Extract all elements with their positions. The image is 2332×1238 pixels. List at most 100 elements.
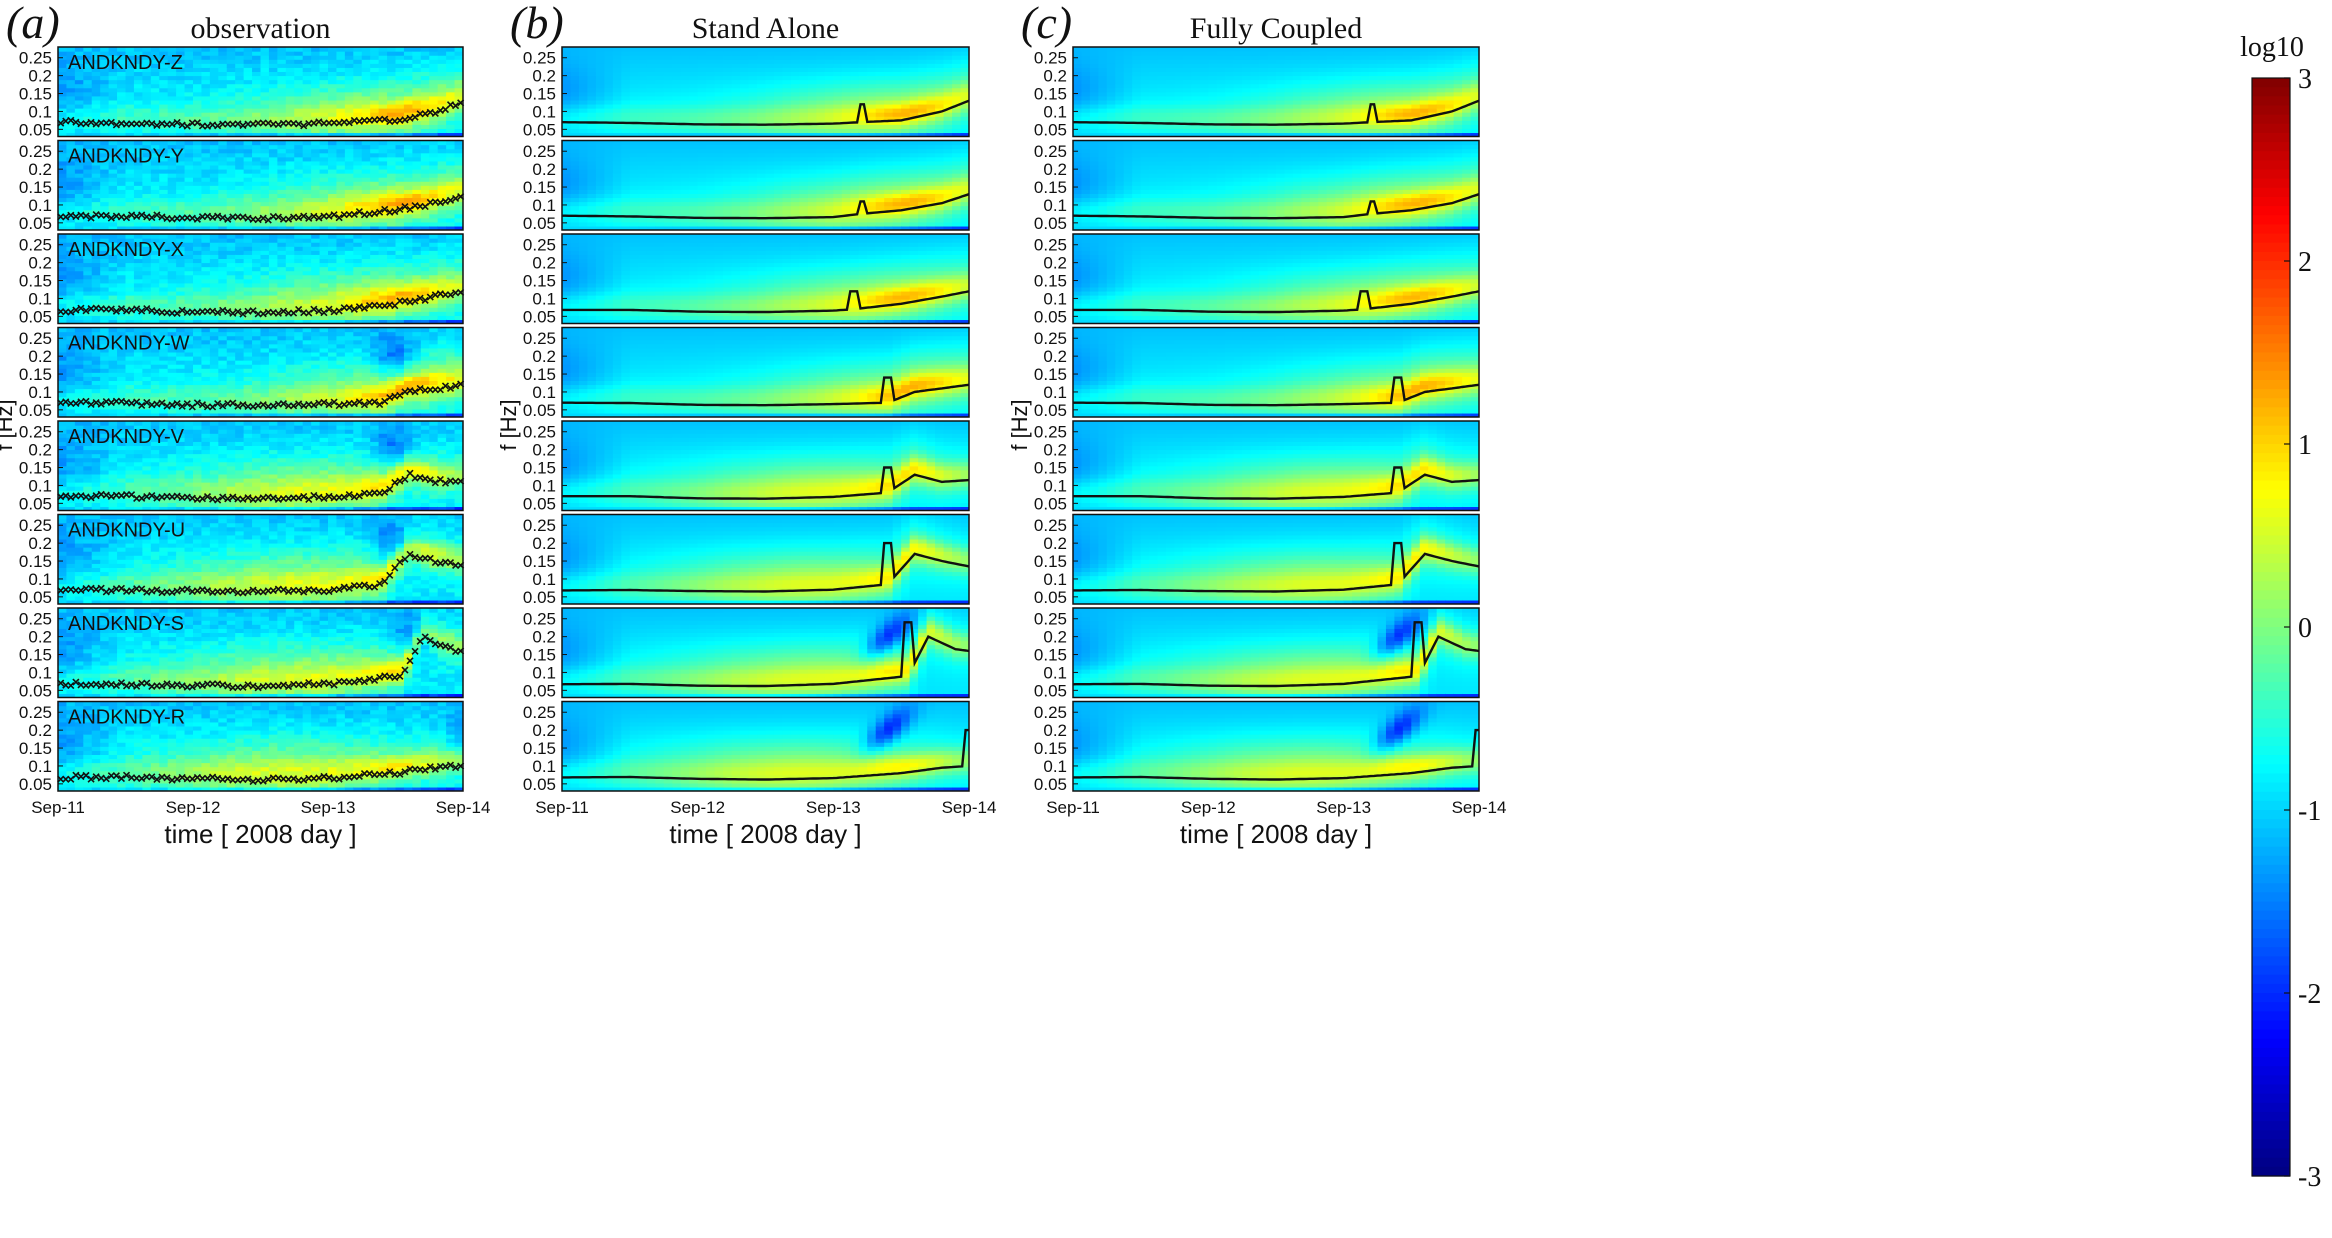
heatmap-cell <box>176 368 186 373</box>
heatmap-cell <box>353 396 363 402</box>
heatmap-cell <box>100 205 110 211</box>
heatmap-cell <box>243 164 253 170</box>
cross-marker <box>376 208 384 216</box>
heatmap-cell <box>361 164 371 170</box>
heatmap-cell <box>74 59 84 64</box>
heatmap-cell <box>361 254 371 260</box>
heatmap-cell <box>403 193 413 199</box>
heatmap-cell <box>108 486 118 491</box>
heatmap-cell <box>142 457 152 463</box>
heatmap-cell <box>446 55 456 60</box>
heatmap-cell <box>260 392 270 398</box>
heatmap-cell <box>108 482 118 487</box>
heatmap-cell <box>387 400 397 406</box>
heatmap-cell <box>395 372 405 377</box>
heatmap-cell <box>336 99 346 105</box>
heatmap-cell <box>328 355 338 361</box>
heatmap-cell <box>446 388 456 394</box>
heatmap-cell <box>395 168 405 174</box>
heatmap-cell <box>420 63 430 68</box>
heatmap-cell <box>209 299 219 304</box>
heatmap-cell <box>370 67 380 73</box>
heatmap-cell <box>361 299 371 304</box>
heatmap-cell <box>429 148 439 154</box>
heatmap-cell <box>193 469 203 475</box>
heatmap-cell <box>201 63 211 68</box>
heatmap-cell <box>150 234 160 239</box>
heatmap-cell <box>260 99 270 105</box>
heatmap-cell <box>167 79 177 85</box>
heatmap-cell <box>100 201 110 207</box>
heatmap-cell <box>429 205 439 211</box>
heatmap-cell <box>361 59 371 64</box>
heatmap-cell <box>446 315 456 321</box>
heatmap-cell <box>184 99 194 105</box>
heatmap-cell <box>344 55 354 60</box>
heatmap-cell <box>319 185 329 190</box>
heatmap-cell <box>336 396 346 402</box>
heatmap-cell <box>319 347 329 353</box>
heatmap-cell <box>209 112 219 117</box>
heatmap-cell <box>412 234 422 239</box>
heatmap-cell <box>285 234 295 239</box>
heatmap-cell <box>209 173 219 178</box>
heatmap-cell <box>277 173 287 178</box>
heatmap-cell <box>125 486 135 491</box>
heatmap-cell <box>100 59 110 64</box>
heatmap-cell <box>133 87 143 93</box>
heatmap-cell <box>268 51 278 56</box>
heatmap-cell <box>125 156 135 162</box>
heatmap-cell <box>285 112 295 117</box>
heatmap-cell <box>437 355 447 361</box>
heatmap-cell <box>74 278 84 284</box>
heatmap-cell <box>66 250 76 255</box>
heatmap-cell <box>344 173 354 178</box>
heatmap-cell <box>133 221 143 227</box>
heatmap-cell <box>285 91 295 97</box>
heatmap-cell <box>66 315 76 321</box>
heatmap-cell <box>150 185 160 190</box>
heatmap-cell <box>226 380 236 386</box>
heatmap-cell <box>159 335 169 341</box>
heatmap-cell <box>91 258 101 264</box>
heatmap-cell <box>226 225 236 230</box>
heatmap-cell <box>285 368 295 373</box>
heatmap-cell <box>361 278 371 284</box>
heatmap-cell <box>142 368 152 373</box>
heatmap-cell <box>353 63 363 68</box>
heatmap-cell <box>285 282 295 288</box>
heatmap-cell <box>454 120 463 125</box>
heatmap-cell <box>268 274 278 280</box>
heatmap-cell <box>209 185 219 190</box>
heatmap-cell <box>302 63 312 68</box>
heatmap-cell <box>74 274 84 280</box>
heatmap-cell <box>446 181 456 186</box>
heatmap-cell <box>159 282 169 288</box>
heatmap-cell <box>268 396 278 402</box>
heatmap-cell <box>133 465 143 471</box>
heatmap-cell <box>387 376 397 381</box>
heatmap-cell <box>83 469 93 475</box>
heatmap-cell <box>319 116 329 121</box>
heatmap-cell <box>209 315 219 321</box>
heatmap-cell <box>184 429 194 434</box>
heatmap-cell <box>319 246 329 251</box>
heatmap-cell <box>66 473 76 479</box>
heatmap-cell <box>159 295 169 300</box>
heatmap-cell <box>193 347 203 353</box>
heatmap-cell <box>403 311 413 316</box>
heatmap-cell <box>454 412 463 417</box>
heatmap-cell <box>150 477 160 483</box>
heatmap-cell <box>193 258 203 264</box>
heatmap-cell <box>226 282 236 288</box>
cross-marker <box>431 109 439 118</box>
heatmap-cell <box>311 213 321 219</box>
heatmap-cell <box>353 132 363 137</box>
heatmap-cell <box>403 412 413 417</box>
heatmap-cell <box>412 295 422 300</box>
heatmap-cell <box>100 433 110 438</box>
heatmap-cell <box>91 282 101 288</box>
heatmap-cell <box>429 83 439 89</box>
heatmap-cell <box>159 217 169 223</box>
heatmap-cell <box>277 238 287 243</box>
